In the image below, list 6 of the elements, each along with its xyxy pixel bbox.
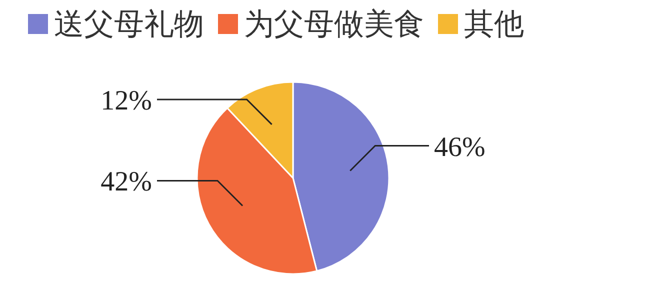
legend-label: 送父母礼物: [54, 7, 204, 42]
data-label: 12%: [100, 85, 152, 116]
legend-label: 其他: [464, 7, 524, 42]
data-label: 42%: [100, 166, 152, 198]
data-label: 46%: [434, 132, 486, 163]
legend-label: 为父母做美食: [244, 7, 424, 42]
